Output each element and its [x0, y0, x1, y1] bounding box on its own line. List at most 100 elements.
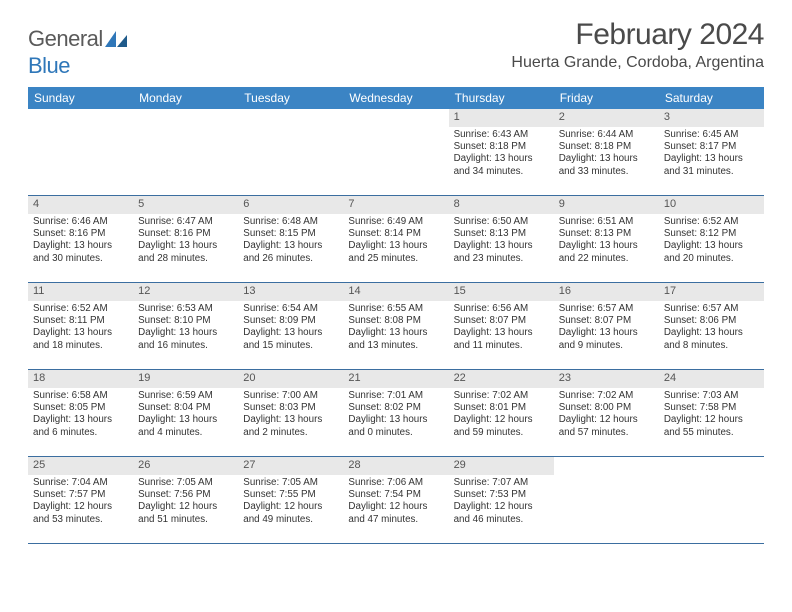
day-details: Sunrise: 6:56 AMSunset: 8:07 PMDaylight:…: [449, 302, 554, 356]
day-cell: 23Sunrise: 7:02 AMSunset: 8:00 PMDayligh…: [554, 370, 659, 456]
day-details: Sunrise: 6:45 AMSunset: 8:17 PMDaylight:…: [659, 128, 764, 182]
sunrise-line: Sunrise: 6:55 AM: [348, 303, 443, 315]
daylight-line2: and 59 minutes.: [454, 427, 549, 439]
sunrise-line: Sunrise: 7:06 AM: [348, 477, 443, 489]
sunrise-line: Sunrise: 7:02 AM: [454, 390, 549, 402]
day-details: Sunrise: 7:03 AMSunset: 7:58 PMDaylight:…: [659, 389, 764, 443]
day-number: 28: [343, 457, 448, 475]
day-cell: 7Sunrise: 6:49 AMSunset: 8:14 PMDaylight…: [343, 196, 448, 282]
weekday-header: Thursday: [449, 87, 554, 109]
sunset-line: Sunset: 8:11 PM: [33, 315, 128, 327]
daylight-line2: and 8 minutes.: [664, 340, 759, 352]
sunrise-line: Sunrise: 7:04 AM: [33, 477, 128, 489]
day-number: 26: [133, 457, 238, 475]
sunrise-line: Sunrise: 6:52 AM: [664, 216, 759, 228]
day-cell: 9Sunrise: 6:51 AMSunset: 8:13 PMDaylight…: [554, 196, 659, 282]
day-details: Sunrise: 6:46 AMSunset: 8:16 PMDaylight:…: [28, 215, 133, 269]
daylight-line2: and 13 minutes.: [348, 340, 443, 352]
week-row: 1Sunrise: 6:43 AMSunset: 8:18 PMDaylight…: [28, 109, 764, 196]
day-details: Sunrise: 6:59 AMSunset: 8:04 PMDaylight:…: [133, 389, 238, 443]
day-number: 17: [659, 283, 764, 301]
sunrise-line: Sunrise: 6:52 AM: [33, 303, 128, 315]
sunset-line: Sunset: 7:54 PM: [348, 489, 443, 501]
daylight-line1: Daylight: 13 hours: [664, 153, 759, 165]
daylight-line2: and 2 minutes.: [243, 427, 338, 439]
daylight-line1: Daylight: 13 hours: [348, 240, 443, 252]
daylight-line2: and 33 minutes.: [559, 166, 654, 178]
sunset-line: Sunset: 8:08 PM: [348, 315, 443, 327]
weekday-header: Monday: [133, 87, 238, 109]
day-cell: 1Sunrise: 6:43 AMSunset: 8:18 PMDaylight…: [449, 109, 554, 195]
sunrise-line: Sunrise: 7:01 AM: [348, 390, 443, 402]
sunrise-line: Sunrise: 6:51 AM: [559, 216, 654, 228]
sunrise-line: Sunrise: 6:48 AM: [243, 216, 338, 228]
sunrise-line: Sunrise: 6:46 AM: [33, 216, 128, 228]
day-number: 10: [659, 196, 764, 214]
sunset-line: Sunset: 8:12 PM: [664, 228, 759, 240]
day-details: Sunrise: 7:01 AMSunset: 8:02 PMDaylight:…: [343, 389, 448, 443]
day-details: Sunrise: 6:54 AMSunset: 8:09 PMDaylight:…: [238, 302, 343, 356]
day-cell: 12Sunrise: 6:53 AMSunset: 8:10 PMDayligh…: [133, 283, 238, 369]
brand-logo: GeneralBlue: [28, 18, 127, 79]
calendar-grid: SundayMondayTuesdayWednesdayThursdayFrid…: [28, 87, 764, 544]
day-number: 27: [238, 457, 343, 475]
day-number: 14: [343, 283, 448, 301]
sunset-line: Sunset: 8:18 PM: [559, 141, 654, 153]
empty-day-cell: [238, 109, 343, 195]
weekday-header-row: SundayMondayTuesdayWednesdayThursdayFrid…: [28, 87, 764, 109]
day-cell: 3Sunrise: 6:45 AMSunset: 8:17 PMDaylight…: [659, 109, 764, 195]
day-cell: 16Sunrise: 6:57 AMSunset: 8:07 PMDayligh…: [554, 283, 659, 369]
day-details: Sunrise: 6:49 AMSunset: 8:14 PMDaylight:…: [343, 215, 448, 269]
daylight-line1: Daylight: 13 hours: [138, 414, 233, 426]
brand-part1: General: [28, 26, 103, 51]
sunrise-line: Sunrise: 7:05 AM: [138, 477, 233, 489]
sunrise-line: Sunrise: 7:03 AM: [664, 390, 759, 402]
day-cell: 15Sunrise: 6:56 AMSunset: 8:07 PMDayligh…: [449, 283, 554, 369]
day-cell: 24Sunrise: 7:03 AMSunset: 7:58 PMDayligh…: [659, 370, 764, 456]
day-cell: 10Sunrise: 6:52 AMSunset: 8:12 PMDayligh…: [659, 196, 764, 282]
sunrise-line: Sunrise: 6:45 AM: [664, 129, 759, 141]
sunrise-line: Sunrise: 6:57 AM: [559, 303, 654, 315]
sunset-line: Sunset: 8:16 PM: [138, 228, 233, 240]
weekday-header: Saturday: [659, 87, 764, 109]
daylight-line2: and 11 minutes.: [454, 340, 549, 352]
calendar-page: GeneralBlue February 2024 Huerta Grande,…: [0, 0, 792, 544]
day-details: Sunrise: 7:02 AMSunset: 8:00 PMDaylight:…: [554, 389, 659, 443]
daylight-line2: and 16 minutes.: [138, 340, 233, 352]
sunset-line: Sunset: 8:17 PM: [664, 141, 759, 153]
daylight-line1: Daylight: 13 hours: [138, 240, 233, 252]
day-details: Sunrise: 7:04 AMSunset: 7:57 PMDaylight:…: [28, 476, 133, 530]
sunset-line: Sunset: 8:18 PM: [454, 141, 549, 153]
sunset-line: Sunset: 8:04 PM: [138, 402, 233, 414]
sunset-line: Sunset: 8:03 PM: [243, 402, 338, 414]
daylight-line1: Daylight: 13 hours: [138, 327, 233, 339]
sunrise-line: Sunrise: 6:57 AM: [664, 303, 759, 315]
day-cell: 21Sunrise: 7:01 AMSunset: 8:02 PMDayligh…: [343, 370, 448, 456]
sunset-line: Sunset: 8:01 PM: [454, 402, 549, 414]
day-details: Sunrise: 7:02 AMSunset: 8:01 PMDaylight:…: [449, 389, 554, 443]
day-number: 1: [449, 109, 554, 127]
sunrise-line: Sunrise: 6:50 AM: [454, 216, 549, 228]
day-number: 15: [449, 283, 554, 301]
day-details: Sunrise: 7:06 AMSunset: 7:54 PMDaylight:…: [343, 476, 448, 530]
daylight-line1: Daylight: 13 hours: [243, 327, 338, 339]
day-number: 3: [659, 109, 764, 127]
day-details: Sunrise: 6:43 AMSunset: 8:18 PMDaylight:…: [449, 128, 554, 182]
sunset-line: Sunset: 8:09 PM: [243, 315, 338, 327]
day-number: 23: [554, 370, 659, 388]
day-number: 9: [554, 196, 659, 214]
daylight-line1: Daylight: 12 hours: [664, 414, 759, 426]
sunrise-line: Sunrise: 6:49 AM: [348, 216, 443, 228]
day-details: Sunrise: 7:00 AMSunset: 8:03 PMDaylight:…: [238, 389, 343, 443]
day-cell: 26Sunrise: 7:05 AMSunset: 7:56 PMDayligh…: [133, 457, 238, 543]
daylight-line1: Daylight: 12 hours: [348, 501, 443, 513]
day-details: Sunrise: 6:55 AMSunset: 8:08 PMDaylight:…: [343, 302, 448, 356]
daylight-line1: Daylight: 13 hours: [33, 327, 128, 339]
day-number: 8: [449, 196, 554, 214]
daylight-line1: Daylight: 12 hours: [243, 501, 338, 513]
sunset-line: Sunset: 8:13 PM: [559, 228, 654, 240]
day-number: 13: [238, 283, 343, 301]
sunset-line: Sunset: 8:14 PM: [348, 228, 443, 240]
day-details: Sunrise: 6:52 AMSunset: 8:12 PMDaylight:…: [659, 215, 764, 269]
day-details: Sunrise: 7:07 AMSunset: 7:53 PMDaylight:…: [449, 476, 554, 530]
